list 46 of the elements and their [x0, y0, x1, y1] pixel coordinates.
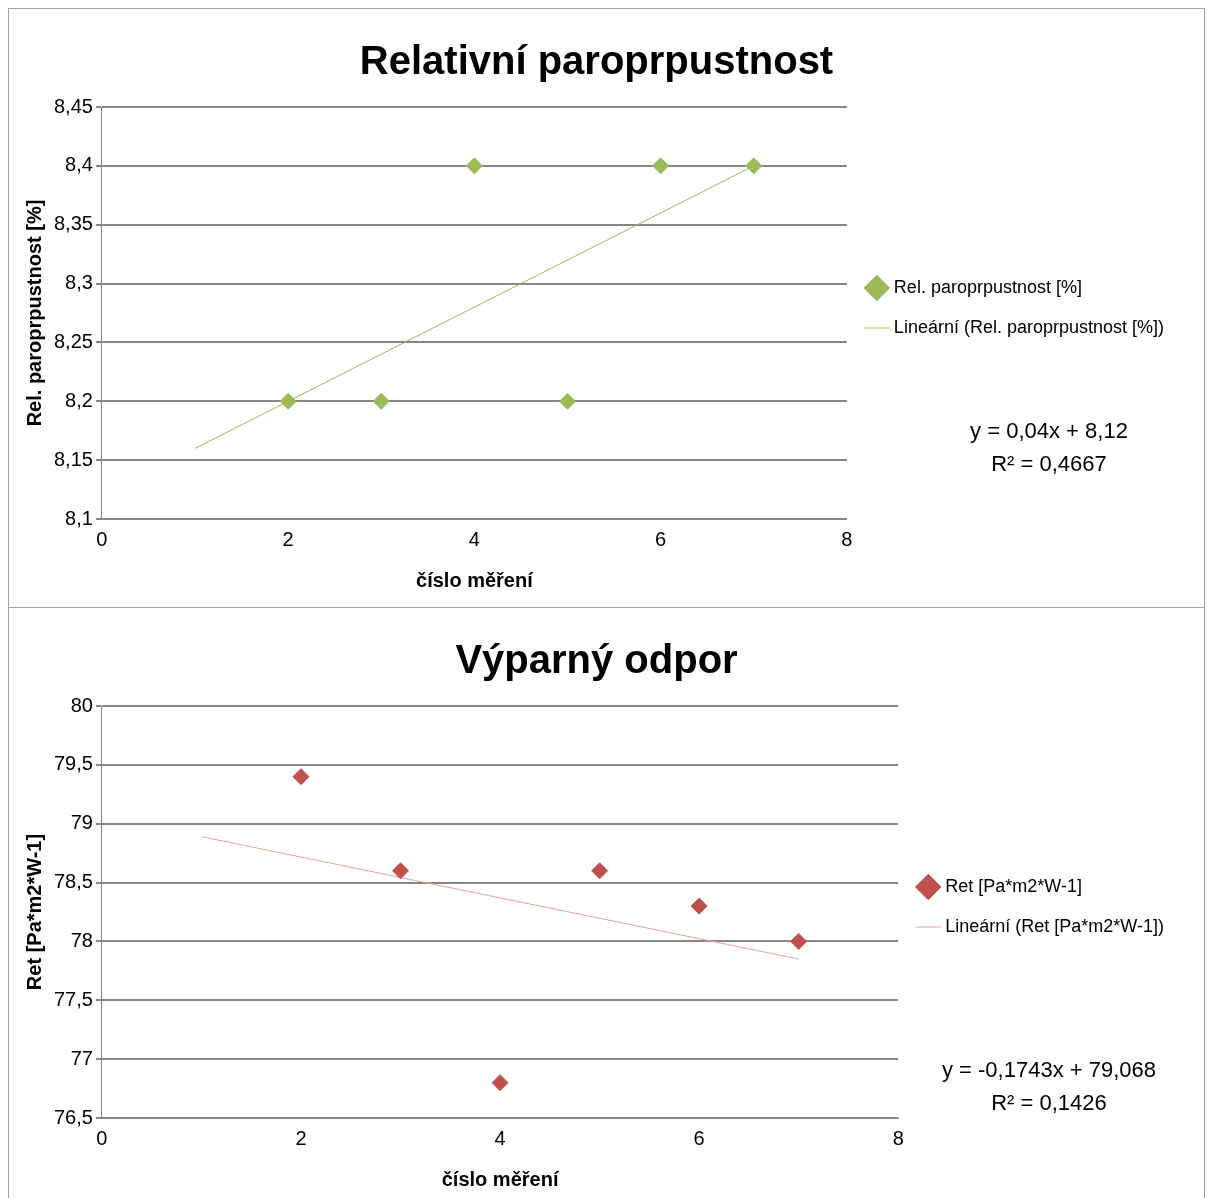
- x-axis-title: číslo měření: [441, 1167, 560, 1190]
- y-tick-label: 79: [70, 811, 93, 834]
- y-axis-title: Ret [Pa*m2*W-1]: [22, 833, 45, 991]
- y-tick-label: 78,5: [53, 870, 93, 893]
- x-tick-label: 0: [96, 527, 108, 550]
- text: y = -0,1743x + 79,068: [940, 1056, 1158, 1084]
- point: [392, 862, 410, 880]
- y-tick-label: 78: [70, 928, 93, 951]
- legend-label: Lineární (Rel. paroprpustnost [%]): [893, 316, 1165, 337]
- point: [690, 897, 708, 915]
- x-tick-label: 6: [693, 1126, 705, 1149]
- y-tick-label: 8,45: [53, 94, 93, 117]
- y-axis-title: Rel. paroprpustnost [%]: [22, 199, 45, 427]
- x-tick-label: 0: [96, 1126, 108, 1149]
- legend-label: Lineární (Ret [Pa*m2*W-1]): [945, 915, 1165, 936]
- y-tick-label: 79,5: [53, 752, 93, 775]
- x-tick-label: 2: [295, 1126, 307, 1149]
- y-tick-label: 8,1: [65, 506, 93, 529]
- y-tick-label: 76,5: [53, 1105, 93, 1128]
- x-tick-label: 8: [892, 1126, 904, 1149]
- point: [790, 932, 808, 950]
- y-tick-label: 77: [70, 1046, 93, 1069]
- y-tick-label: 8,3: [65, 271, 93, 294]
- text: y = 0,04x + 8,12: [969, 417, 1129, 445]
- chart-title: Výparný odpor: [455, 637, 738, 682]
- x-tick-label: 8: [841, 527, 853, 550]
- y-tick-label: 8,4: [65, 153, 93, 176]
- y-tick-label: 8,35: [53, 212, 93, 235]
- x-axis-title: číslo měření: [416, 568, 535, 591]
- chart-title: Relativní paroprpustnost: [359, 38, 834, 83]
- y-tick-label: 77,5: [53, 987, 93, 1010]
- legend-label: Ret [Pa*m2*W-1]: [945, 875, 1082, 896]
- text: R² = 0,1426: [990, 1089, 1108, 1117]
- x-tick-label: 6: [655, 527, 667, 550]
- x-tick-label: 4: [494, 1126, 506, 1149]
- y-tick-label: 8,2: [65, 388, 93, 411]
- x-tick-label: 2: [282, 527, 294, 550]
- point: [292, 768, 310, 786]
- point: [591, 862, 609, 880]
- y-tick-label: 8,25: [53, 329, 93, 352]
- y-tick-label: 8,15: [53, 447, 93, 470]
- legend-label: Rel. paroprpustnost [%]: [893, 276, 1082, 297]
- text: R² = 0,4667: [990, 450, 1108, 478]
- x-tick-label: 4: [468, 527, 480, 550]
- point: [491, 1074, 509, 1092]
- y-tick-label: 80: [70, 693, 93, 716]
